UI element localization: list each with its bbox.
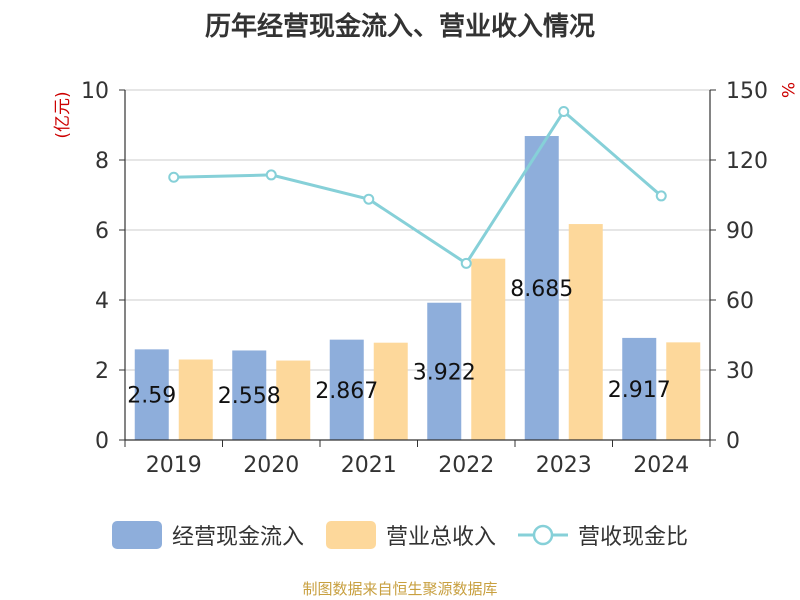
legend-label-revenue: 营业总收入	[385, 525, 496, 550]
data-label: 2.917	[608, 378, 671, 403]
bar-revenue	[568, 224, 603, 440]
data-label-layer: 2.59 2.558 2.867 3.922 8.685 2.917	[127, 277, 670, 409]
ratio-point	[363, 193, 375, 205]
bar-revenue	[373, 342, 408, 440]
x-tick-label: 2022	[438, 453, 494, 478]
y-left-axis-label: (亿元)	[53, 91, 73, 138]
bar-cash-inflow	[329, 339, 364, 440]
ratio-point	[460, 257, 472, 269]
bar-revenue	[178, 359, 213, 440]
ratio-point	[655, 190, 667, 202]
bar-layer	[134, 136, 701, 440]
bar-revenue	[666, 342, 701, 440]
axis-layer: 0 2 4 6 8 10 0 30 60 90 120 150 (亿元)% 2019 2020 2021 202…	[53, 79, 797, 478]
data-label: 2.558	[218, 384, 281, 409]
legend-label-cash-inflow: 经营现金流入	[171, 525, 304, 550]
data-label: 3.922	[413, 360, 476, 385]
bar-cash-inflow	[232, 350, 267, 440]
legend-swatch-revenue	[325, 521, 376, 549]
data-label: 2.59	[127, 384, 176, 409]
bar-cash-inflow	[427, 302, 462, 440]
ratio-point	[168, 171, 180, 183]
source-note: 制图数据来自恒生聚源数据库	[302, 580, 498, 598]
y-left-tick-label: 0	[95, 429, 109, 454]
legend: 经营现金流入 营业总收入 营收现金比	[0, 518, 800, 552]
bar-cash-inflow	[622, 337, 657, 440]
y-left-tick-label: 4	[95, 289, 109, 314]
y-right-tick-label: 0	[726, 429, 740, 454]
chart-title: 历年经营现金流入、营业收入情况	[204, 12, 595, 42]
legend-swatch-ratio	[518, 524, 568, 546]
y-right-tick-label: 30	[726, 359, 754, 384]
bar-revenue	[471, 258, 506, 440]
legend-swatch-cash-inflow	[111, 521, 162, 549]
legend-item-ratio[interactable]: 营收现金比	[518, 519, 688, 551]
y-right-tick-label: 120	[726, 149, 768, 174]
bar-revenue	[276, 360, 311, 440]
legend-item-cash-inflow[interactable]: 经营现金流入	[111, 519, 304, 551]
y-left-tick-label: 6	[95, 219, 109, 244]
data-label: 8.685	[510, 277, 573, 302]
y-right-tick-label: 150	[726, 79, 768, 104]
y-left-tick-label: 2	[95, 359, 109, 384]
x-tick-label: 2020	[243, 453, 299, 478]
data-label: 2.867	[315, 379, 378, 404]
legend-item-revenue[interactable]: 营业总收入	[325, 519, 496, 551]
ratio-line-layer	[168, 105, 667, 269]
x-tick-label: 2019	[146, 453, 202, 478]
ratio-line	[173, 109, 663, 266]
x-tick-label: 2023	[536, 453, 592, 478]
x-tick-label: 2024	[633, 453, 689, 478]
bar-cash-inflow	[524, 136, 559, 440]
y-left-tick-label: 10	[81, 79, 109, 104]
y-right-tick-label: 60	[726, 289, 754, 314]
ratio-point	[265, 169, 277, 181]
bar-cash-inflow	[134, 349, 169, 440]
x-tick-label: 2021	[341, 453, 397, 478]
y-right-tick-label: 90	[726, 219, 754, 244]
y-left-tick-label: 8	[95, 149, 109, 174]
ratio-point	[558, 105, 570, 117]
y-right-axis-label: %	[777, 82, 797, 98]
legend-label-ratio: 营收现金比	[578, 525, 689, 550]
